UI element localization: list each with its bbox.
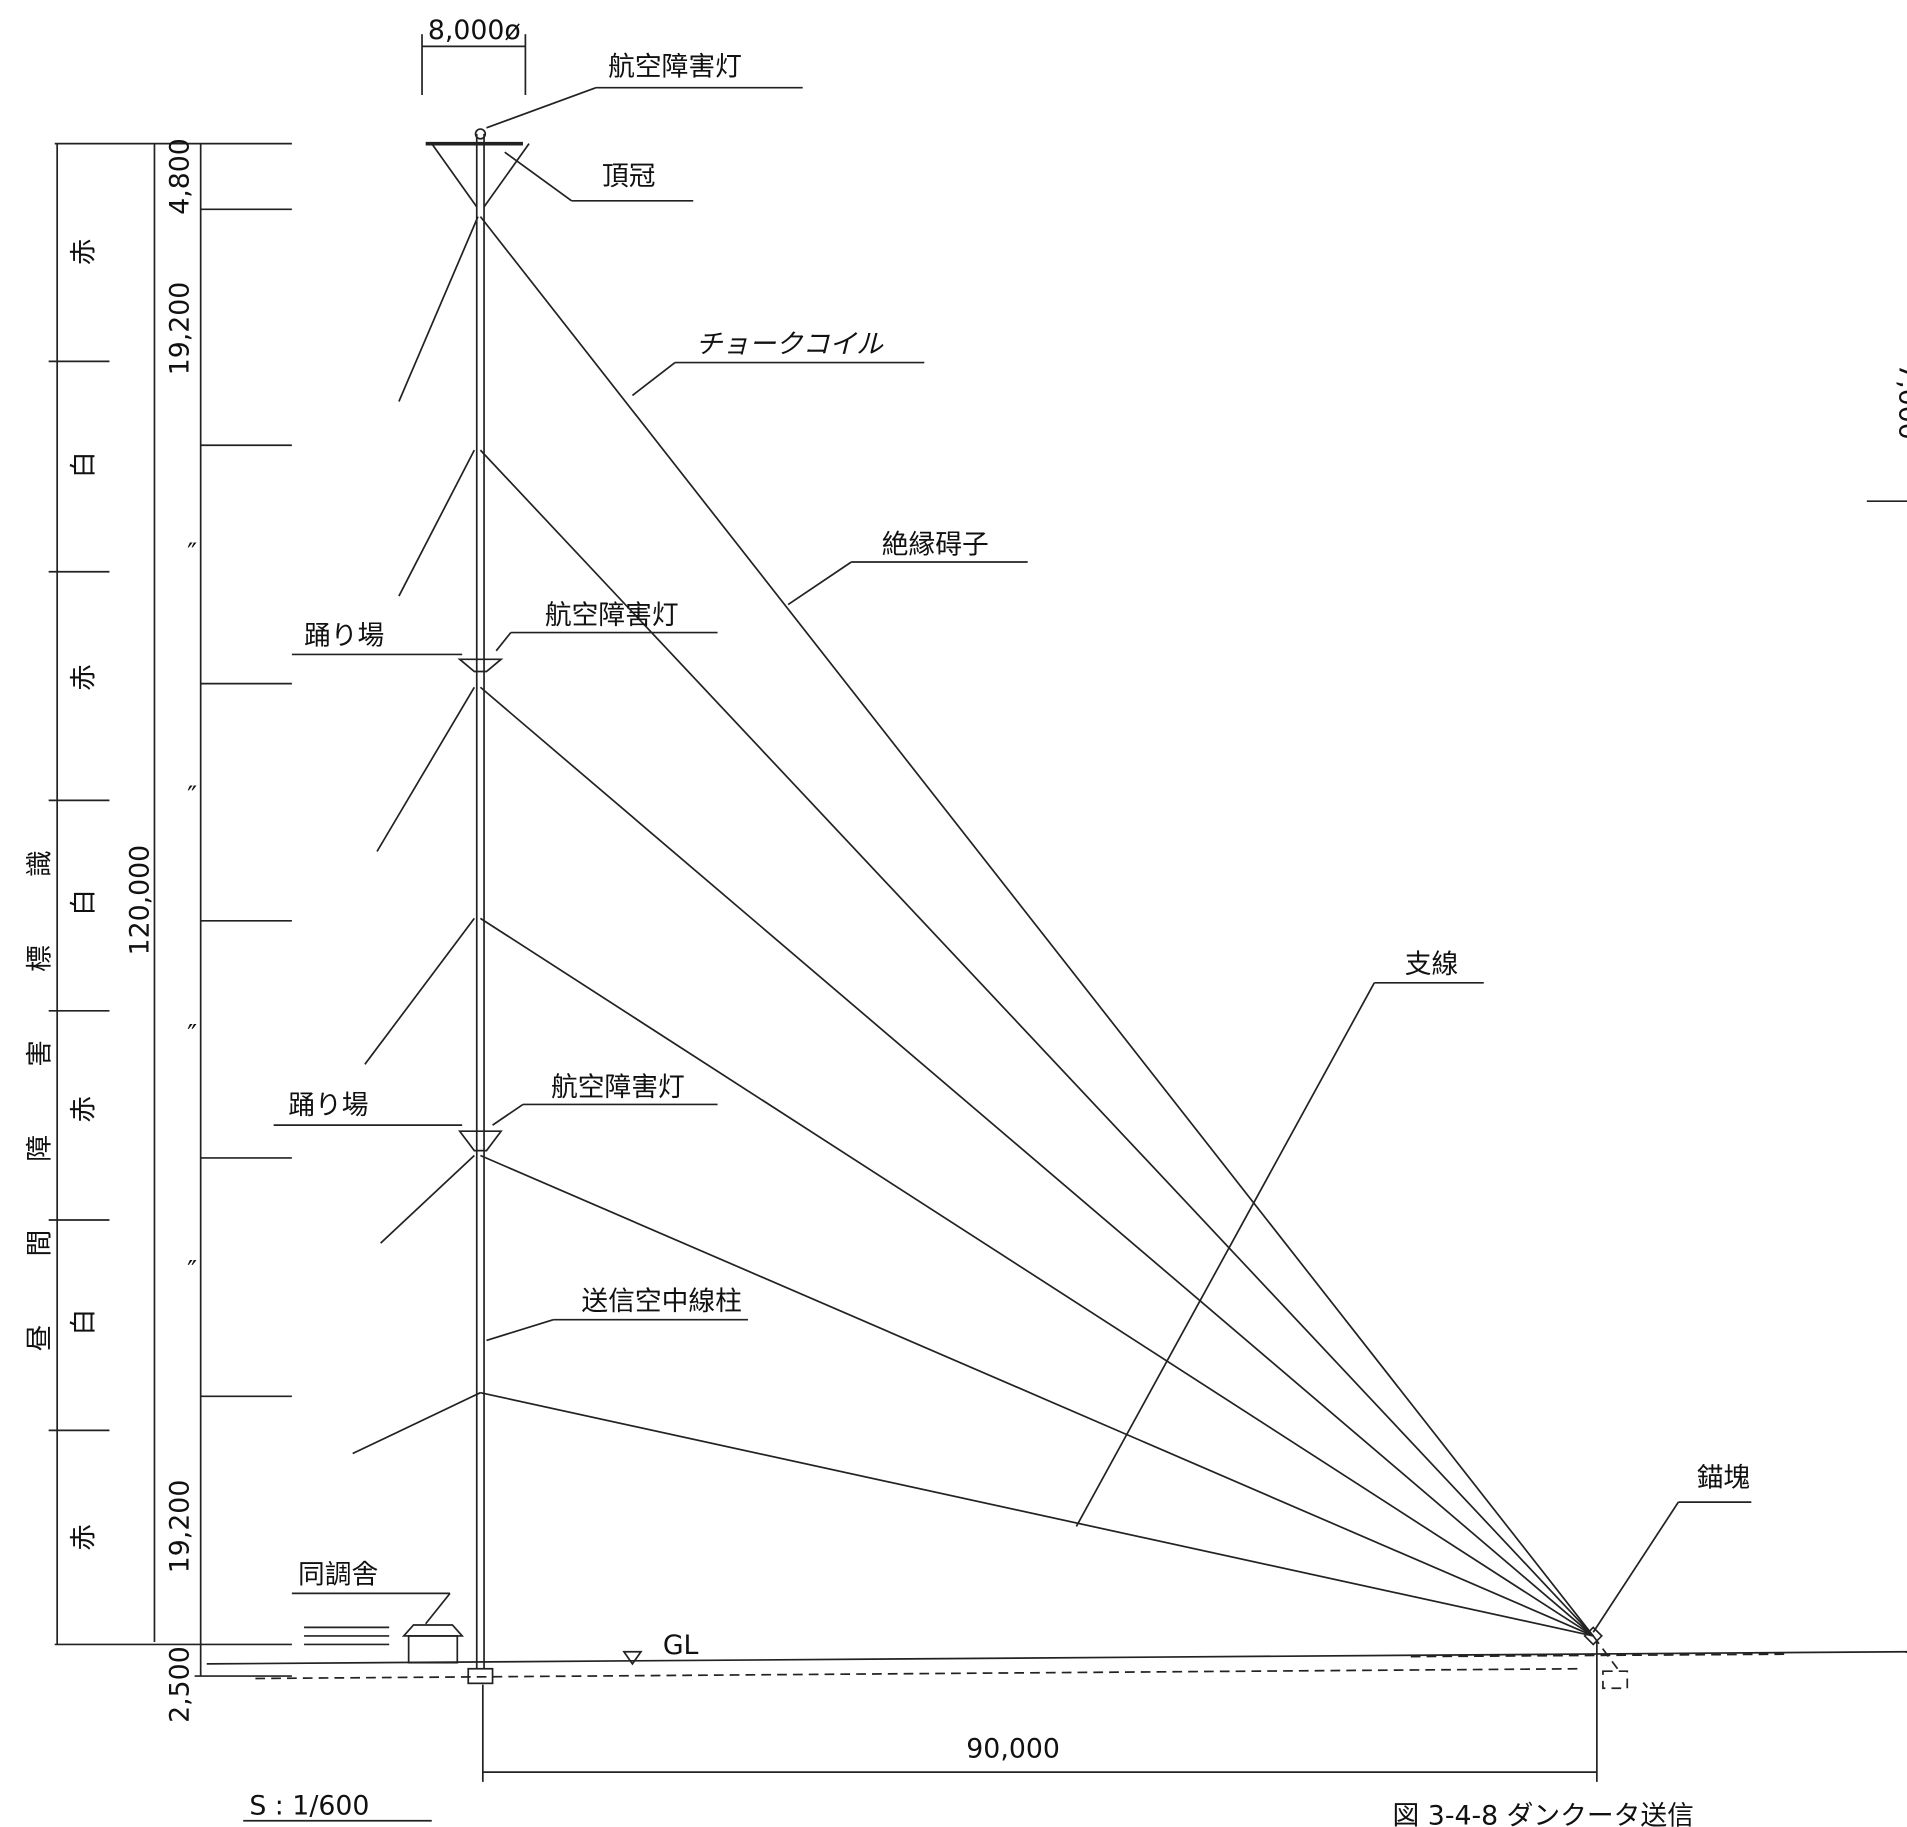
- band-label: 赤: [68, 664, 99, 691]
- callout-label: 絶縁碍子: [882, 530, 989, 561]
- callout-label: チョークコイル: [696, 329, 885, 360]
- callout-label: 送信空中線柱: [581, 1286, 742, 1317]
- dimension-label: 7,000: [1893, 363, 1907, 440]
- ground-label: GL: [663, 1630, 699, 1661]
- callout-label: 航空障害灯: [545, 600, 679, 631]
- callout-label: 支線: [1405, 949, 1459, 980]
- left-dimensions: 4,800 19,200 ″ ″ ″ ″ 120,000 19,200 2,50…: [49, 138, 292, 1723]
- bottom-dimension: 90,000: [483, 1642, 1597, 1782]
- repeat-mark: ″: [187, 1256, 197, 1287]
- callout-label: 頂冠: [602, 161, 656, 192]
- band-label: 白: [68, 1309, 99, 1336]
- band-label: 赤: [68, 239, 99, 266]
- ground: GL: [207, 1630, 1907, 1678]
- repeat-mark: ″: [187, 538, 197, 569]
- band-label: 白: [68, 889, 99, 916]
- scale: S : 1/600: [249, 1791, 369, 1822]
- dimension-label: 4,800: [165, 138, 196, 215]
- callout-label: 航空障害灯: [551, 1072, 685, 1103]
- band-label: 赤: [68, 1524, 99, 1551]
- dimension-label: 90,000: [966, 1734, 1060, 1765]
- repeat-mark: ″: [187, 781, 197, 812]
- dimension-label: 19,200: [165, 1480, 196, 1574]
- dimension-label: 19,200: [165, 282, 196, 376]
- callout-label: 同調舎: [298, 1560, 378, 1591]
- dimension-label: 2,500: [165, 1646, 196, 1723]
- callout-label: 錨塊: [1697, 1462, 1751, 1493]
- top-dimension: 8,000ø: [422, 15, 525, 95]
- callout-label: 航空障害灯: [608, 52, 742, 83]
- band-label: 白: [68, 451, 99, 478]
- marking: 昼間障害標識 赤 白 赤 白 赤 白 赤: [25, 239, 100, 1551]
- dimension-label: 120,000: [124, 845, 155, 956]
- caption: 図 3-4-8 ダンクータ送信: [1393, 1800, 1694, 1827]
- band-label: 赤: [68, 1096, 99, 1123]
- repeat-mark: ″: [187, 1020, 197, 1051]
- marking-title: 昼間障害標識: [25, 782, 56, 1351]
- drawing: 8,000ø GL: [0, 0, 1907, 1827]
- callout-label: 踊り場: [288, 1090, 368, 1121]
- dimension-label: 8,000ø: [428, 15, 521, 46]
- callout-label: 踊り場: [304, 621, 384, 652]
